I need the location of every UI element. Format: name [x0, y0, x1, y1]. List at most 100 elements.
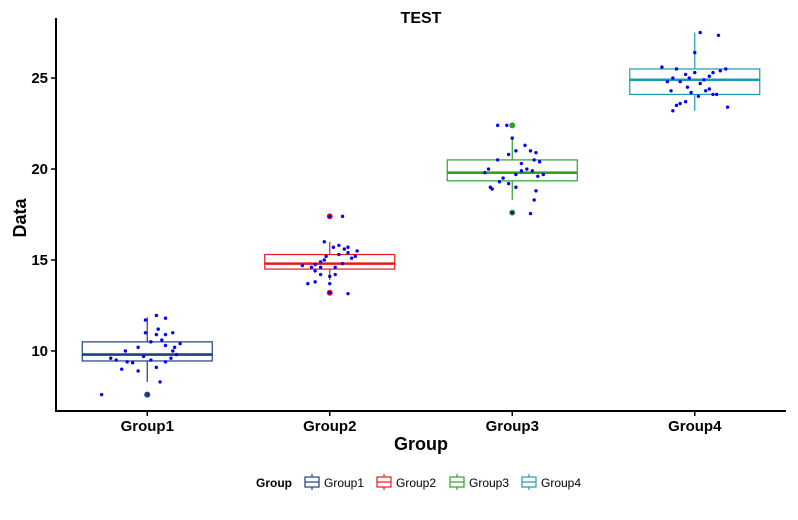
data-point [665, 79, 670, 84]
data-point [685, 85, 690, 89]
data-point [313, 262, 317, 267]
data-point [674, 103, 679, 108]
data-point [163, 360, 168, 364]
data-point [333, 265, 337, 269]
data-point [342, 247, 347, 251]
y-tick-label: 10 [31, 343, 48, 360]
legend-item-group4: Group4 [521, 474, 581, 490]
data-point [506, 152, 511, 157]
data-point [136, 345, 140, 350]
data-point [149, 358, 153, 362]
data-point [169, 356, 173, 360]
data-point [322, 240, 326, 244]
data-point [525, 167, 529, 171]
y-tick-label: 15 [31, 252, 48, 269]
data-point [669, 89, 673, 93]
data-point [510, 136, 514, 140]
data-point [671, 76, 675, 80]
box-iqr [81, 341, 213, 362]
legend-label: Group4 [541, 476, 581, 490]
data-point [689, 90, 693, 95]
data-point [490, 187, 494, 191]
data-point [683, 99, 688, 104]
data-point [483, 170, 487, 175]
data-point [163, 332, 168, 337]
data-point [346, 291, 350, 296]
jitter-group1 [99, 313, 182, 397]
data-point [171, 349, 175, 353]
data-point [702, 78, 706, 82]
outlier-point [144, 391, 151, 398]
data-point [125, 360, 129, 364]
data-point [711, 70, 715, 75]
data-point [143, 331, 148, 335]
data-point [322, 258, 326, 262]
data-point [324, 254, 328, 259]
data-point [687, 76, 691, 80]
data-point [313, 269, 317, 273]
data-point [506, 181, 511, 186]
data-point [718, 69, 722, 73]
legend-label: Group1 [324, 476, 364, 490]
data-point [704, 89, 708, 93]
x-axis-title: Group [394, 434, 448, 454]
box-group2 [264, 213, 396, 296]
data-point [724, 67, 728, 71]
x-tick-label: Group1 [121, 418, 174, 435]
data-point [328, 281, 332, 286]
data-point [109, 356, 113, 360]
data-point [130, 361, 135, 365]
data-point [309, 265, 314, 269]
data-point [505, 123, 509, 128]
data-point [495, 158, 500, 162]
data-point [328, 214, 332, 219]
data-point [678, 101, 682, 106]
data-point [156, 327, 160, 331]
data-point [346, 245, 350, 249]
box-iqr [446, 159, 578, 182]
data-point [172, 345, 177, 350]
data-point [725, 105, 730, 109]
data-point [143, 318, 148, 322]
data-point [306, 281, 310, 286]
data-point [346, 251, 350, 255]
data-point [114, 358, 118, 362]
data-point [514, 149, 518, 153]
data-point [528, 149, 533, 153]
data-point [300, 263, 305, 268]
data-point [536, 174, 540, 178]
data-point [340, 261, 345, 266]
data-point [519, 161, 524, 166]
data-point [160, 338, 164, 342]
data-point [514, 185, 518, 189]
data-point [355, 249, 359, 253]
data-point [714, 92, 719, 97]
data-point [674, 67, 679, 71]
data-point [318, 272, 323, 277]
data-point [149, 340, 153, 344]
data-point [497, 180, 502, 184]
data-point [318, 265, 323, 269]
box-group1 [81, 317, 213, 398]
data-point [486, 167, 491, 171]
data-point [158, 380, 162, 384]
data-point [318, 260, 323, 264]
data-point [698, 81, 702, 86]
legend-item-group3: Group3 [449, 474, 509, 490]
data-point [711, 92, 715, 97]
legend-item-group1: Group1 [304, 474, 364, 490]
data-point [716, 33, 721, 37]
legend-item-group2: Group2 [376, 474, 436, 490]
data-point [541, 172, 545, 177]
data-point [174, 352, 179, 357]
y-axis-title: Data [10, 198, 30, 238]
data-point [693, 50, 697, 55]
data-point [683, 72, 688, 77]
data-point [519, 169, 524, 173]
data-point [333, 272, 337, 277]
box-group3 [446, 122, 578, 216]
data-point [532, 158, 536, 162]
data-point [696, 94, 701, 98]
x-tick-label: Group4 [668, 418, 722, 435]
